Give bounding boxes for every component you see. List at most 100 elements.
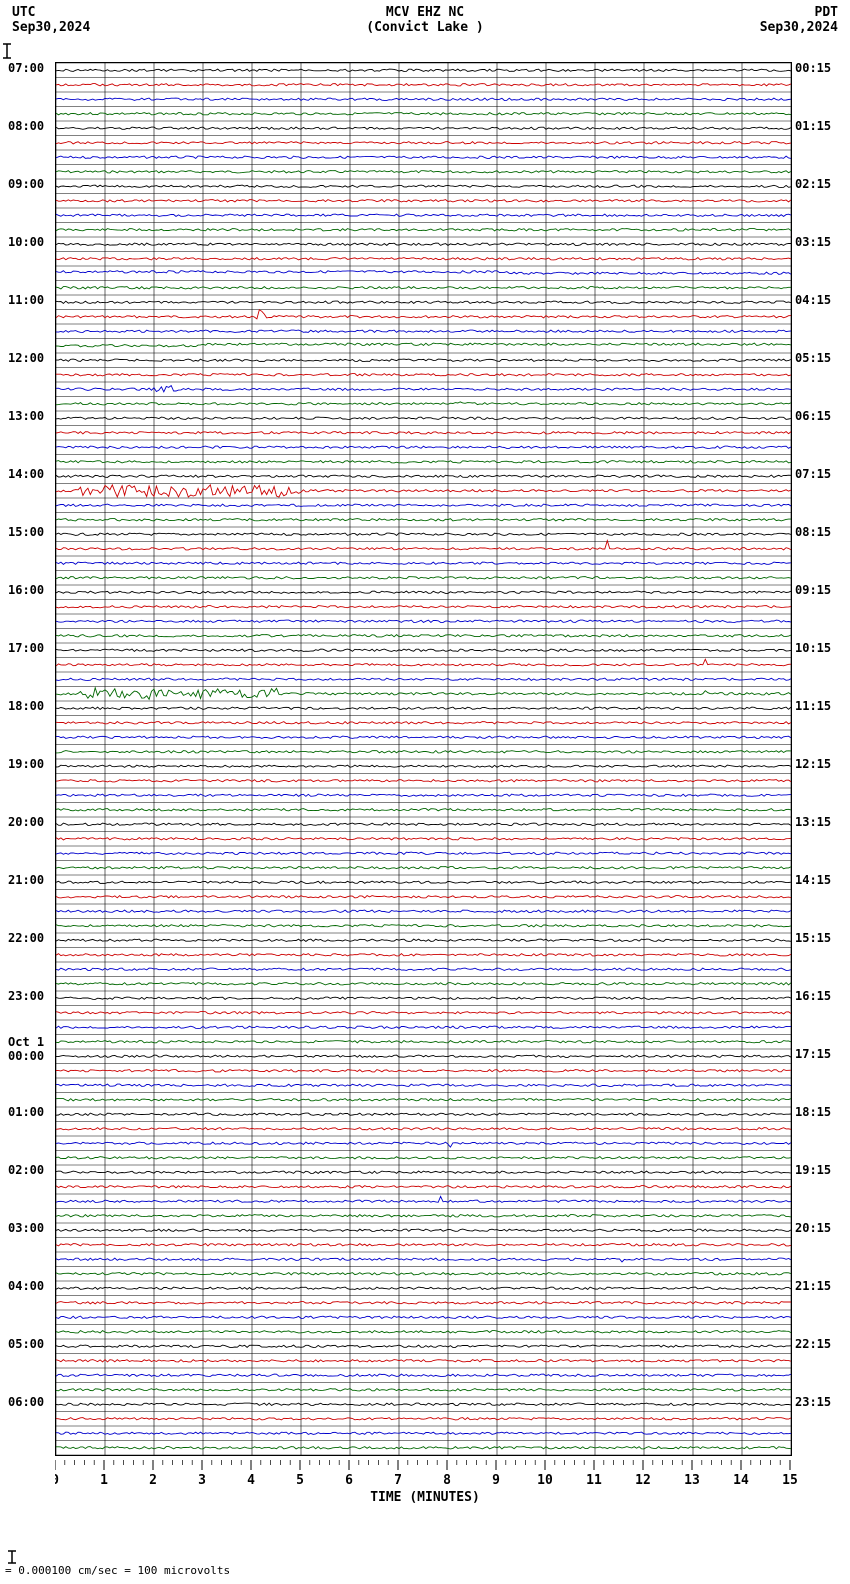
utc-time-label: 11:00 xyxy=(8,293,53,307)
svg-text:9: 9 xyxy=(492,1473,500,1488)
seismic-trace xyxy=(56,1374,791,1376)
header-center: MCV EHZ NC (Convict Lake ) xyxy=(0,0,850,35)
utc-time-label: 07:00 xyxy=(8,61,53,75)
subtitle: (Convict Lake ) xyxy=(0,20,850,35)
footer-scale: = 0.000100 cm/sec = 100 microvolts xyxy=(5,1550,230,1577)
seismogram-plot xyxy=(55,62,792,1456)
seismic-trace xyxy=(56,330,791,332)
pdt-time-label: 16:15 xyxy=(795,989,831,1003)
utc-time-label: 14:00 xyxy=(8,467,53,481)
seismic-trace xyxy=(56,1389,791,1391)
pdt-time-label: 21:15 xyxy=(795,1279,831,1293)
utc-time-label: 20:00 xyxy=(8,815,53,829)
utc-time-label: 09:00 xyxy=(8,177,53,191)
seismic-trace xyxy=(56,1360,791,1362)
seismic-trace xyxy=(56,1418,791,1420)
seismic-trace xyxy=(56,925,791,927)
pdt-time-label: 18:15 xyxy=(795,1105,831,1119)
right-tz-label: PDT xyxy=(760,5,838,20)
utc-time-label: 23:00 xyxy=(8,989,53,1003)
utc-time-label: 22:00 xyxy=(8,931,53,945)
footer-text: = 0.000100 cm/sec = 100 microvolts xyxy=(5,1564,230,1577)
svg-text:11: 11 xyxy=(586,1473,602,1488)
seismic-trace xyxy=(56,1432,791,1434)
seismic-trace xyxy=(56,707,791,709)
utc-time-label: 02:00 xyxy=(8,1163,53,1177)
pdt-time-label: 17:15 xyxy=(795,1047,831,1061)
pdt-time-label: 12:15 xyxy=(795,757,831,771)
seismic-trace xyxy=(56,504,791,506)
seismic-trace xyxy=(56,1287,791,1289)
seismic-trace xyxy=(56,417,791,419)
seismic-trace xyxy=(56,659,791,666)
utc-time-label: 17:00 xyxy=(8,641,53,655)
pdt-time-label: 04:15 xyxy=(795,293,831,307)
svg-text:2: 2 xyxy=(149,1473,157,1488)
seismic-trace xyxy=(56,1128,791,1130)
seismic-trace xyxy=(56,751,791,753)
seismic-trace xyxy=(56,896,791,898)
utc-time-label: 01:00 xyxy=(8,1105,53,1119)
seismic-trace xyxy=(56,1196,791,1202)
scale-bar-icon xyxy=(5,1550,19,1564)
seismic-trace xyxy=(56,678,791,680)
seismic-trace xyxy=(56,794,791,796)
seismic-trace xyxy=(56,688,791,700)
utc-time-label: 19:00 xyxy=(8,757,53,771)
seismic-trace xyxy=(56,765,791,767)
seismic-trace xyxy=(56,171,791,173)
pdt-time-label: 22:15 xyxy=(795,1337,831,1351)
seismic-trace xyxy=(56,1099,791,1101)
pdt-time-label: 23:15 xyxy=(795,1395,831,1409)
seismic-trace xyxy=(56,485,791,497)
pdt-time-label: 00:15 xyxy=(795,61,831,75)
seismic-trace xyxy=(56,432,791,434)
seismogram-svg xyxy=(56,63,791,1455)
seismic-trace xyxy=(56,1070,791,1072)
seismic-trace xyxy=(56,127,791,129)
utc-time-label: 18:00 xyxy=(8,699,53,713)
seismic-trace xyxy=(56,954,791,956)
seismic-trace xyxy=(56,156,791,158)
seismic-trace xyxy=(56,69,791,71)
svg-text:3: 3 xyxy=(198,1473,206,1488)
seismic-trace xyxy=(56,359,791,361)
seismic-trace xyxy=(56,1142,791,1147)
seismic-trace xyxy=(56,983,791,985)
seismic-trace xyxy=(56,591,791,593)
seismic-trace xyxy=(56,386,791,392)
seismic-trace xyxy=(56,1026,791,1028)
utc-time-label: 10:00 xyxy=(8,235,53,249)
svg-text:7: 7 xyxy=(394,1473,402,1488)
seismic-trace xyxy=(56,1229,791,1231)
seismic-trace xyxy=(56,823,791,825)
seismic-trace xyxy=(56,620,791,622)
x-axis: 0123456789101112131415 xyxy=(55,1460,790,1490)
seismic-trace xyxy=(56,867,791,869)
svg-text:12: 12 xyxy=(635,1473,651,1488)
svg-text:0: 0 xyxy=(55,1473,59,1488)
utc-time-label: 04:00 xyxy=(8,1279,53,1293)
seismic-trace xyxy=(56,1302,791,1304)
seismic-trace xyxy=(56,780,791,782)
right-date-label: Sep30,2024 xyxy=(760,20,838,35)
pdt-time-label: 03:15 xyxy=(795,235,831,249)
seismic-trace xyxy=(56,1331,791,1333)
utc-time-label: 05:00 xyxy=(8,1337,53,1351)
seismic-trace xyxy=(56,519,791,521)
seismic-trace xyxy=(56,402,791,405)
svg-text:6: 6 xyxy=(345,1473,353,1488)
seismic-trace xyxy=(56,649,791,651)
seismic-trace xyxy=(56,881,791,883)
utc-time-label: 15:00 xyxy=(8,525,53,539)
seismic-trace xyxy=(56,185,791,187)
svg-text:10: 10 xyxy=(537,1473,553,1488)
seismic-trace xyxy=(56,939,791,941)
svg-text:13: 13 xyxy=(684,1473,700,1488)
seismic-trace xyxy=(56,1403,791,1405)
pdt-time-label: 06:15 xyxy=(795,409,831,423)
seismic-trace xyxy=(56,562,791,564)
seismic-trace xyxy=(56,98,791,100)
scale-bar-icon xyxy=(0,42,14,60)
utc-time-label: 08:00 xyxy=(8,119,53,133)
